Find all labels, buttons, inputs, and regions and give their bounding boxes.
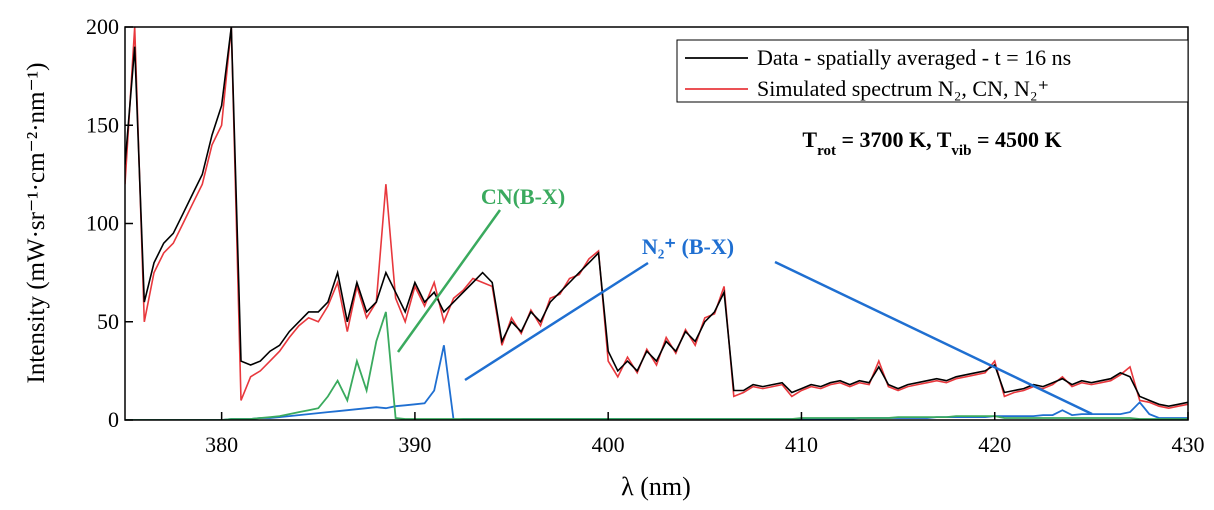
y-tick-label: 200 xyxy=(86,14,119,39)
annotation-arrow xyxy=(464,261,649,382)
temperature-label-part: vib xyxy=(951,143,971,159)
x-tick-label: 430 xyxy=(1172,432,1205,457)
temperature-label-part: = 4500 K xyxy=(971,127,1061,152)
x-tick-label: 400 xyxy=(592,432,625,457)
y-axis-label: Intensity (mW·sr⁻¹·cm⁻²·nm⁻¹) xyxy=(23,62,50,383)
annotation-arrow xyxy=(774,260,1093,416)
legend-label: Simulated spectrum N₂, CN, N₂⁺ xyxy=(757,76,1049,101)
x-tick-label: 390 xyxy=(398,432,431,457)
annotation: CN(B-X) xyxy=(481,184,565,209)
x-tick-label: 410 xyxy=(785,432,818,457)
annotation-arrow xyxy=(396,209,502,353)
x-tick-label: 420 xyxy=(978,432,1011,457)
legend-label: Data - spatially averaged - t = 16 ns xyxy=(757,45,1071,70)
series-line xyxy=(125,27,1188,408)
x-tick-label: 380 xyxy=(205,432,238,457)
temperature-label-part: rot xyxy=(817,143,836,159)
series-line xyxy=(125,311,1188,420)
y-tick-label: 150 xyxy=(86,112,119,137)
x-axis-label: λ (nm) xyxy=(621,472,691,501)
annotation: N₂⁺ (B-X) xyxy=(642,234,734,259)
y-tick-label: 50 xyxy=(97,309,119,334)
temperature-label-part: T xyxy=(802,127,817,152)
temperature-label: Trot = 3700 K, Tvib = 4500 K xyxy=(802,127,1061,159)
series-line xyxy=(125,27,1188,410)
plot-lines xyxy=(125,27,1188,420)
temperature-label-part: = 3700 K, T xyxy=(836,127,952,152)
y-tick-label: 100 xyxy=(86,211,119,236)
y-tick-label: 0 xyxy=(108,407,119,432)
legend-box xyxy=(676,39,1189,103)
